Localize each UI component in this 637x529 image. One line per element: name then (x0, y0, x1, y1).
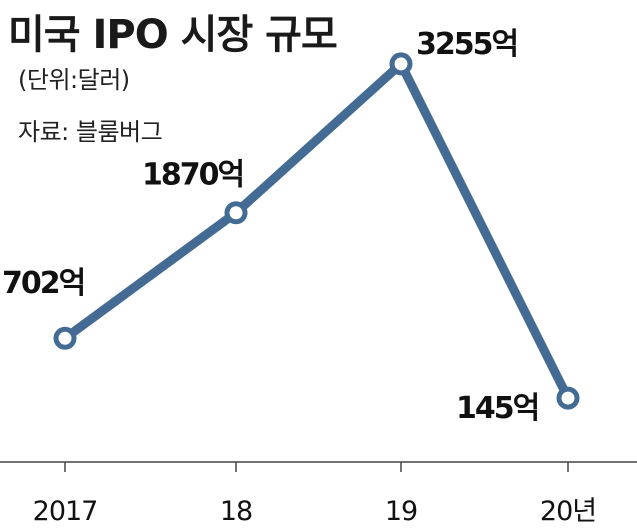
data-label: 145억 (456, 391, 538, 426)
data-point (556, 386, 580, 410)
data-point (53, 326, 77, 350)
x-tick-label: 18 (220, 496, 252, 527)
x-tick-label: 19 (385, 496, 417, 527)
x-tick-label: 20년 (540, 496, 596, 527)
unit-note: (단위:달러) (18, 66, 130, 94)
series-line (60, 59, 573, 403)
x-tick-label: 2017 (33, 496, 98, 527)
data-point (389, 52, 413, 76)
data-label: 3255억 (416, 27, 517, 62)
chart-title: 미국 IPO 시장 규모 (8, 12, 338, 58)
data-label: 702억 (2, 266, 84, 301)
source-note: 자료: 블룸버그 (18, 118, 163, 146)
data-point (224, 201, 248, 225)
data-label: 1870억 (142, 158, 243, 193)
